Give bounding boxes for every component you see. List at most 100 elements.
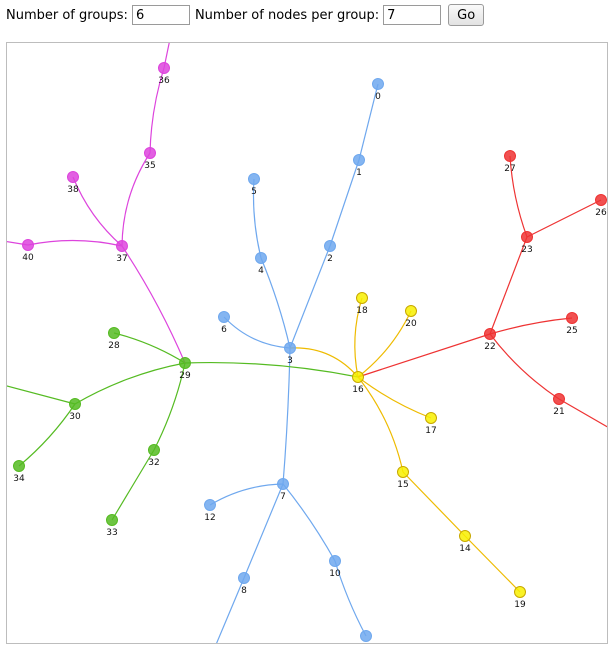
node-circle[interactable] — [352, 371, 364, 383]
node-circle[interactable] — [504, 150, 516, 162]
node-circle[interactable] — [67, 171, 79, 183]
node-circle[interactable] — [248, 173, 260, 185]
node-circle[interactable] — [459, 530, 471, 542]
graph-node-7[interactable]: 7 — [277, 478, 289, 503]
graph-node-8[interactable]: 8 — [238, 572, 250, 597]
node-circle[interactable] — [521, 231, 533, 243]
node-label: 16 — [352, 385, 364, 395]
node-label: 6 — [221, 325, 227, 335]
node-circle[interactable] — [425, 412, 437, 424]
node-circle[interactable] — [360, 630, 372, 642]
node-circle[interactable] — [69, 398, 81, 410]
graph-node-5[interactable]: 5 — [248, 173, 260, 198]
node-circle[interactable] — [484, 328, 496, 340]
node-circle[interactable] — [566, 312, 578, 324]
graph-node-28[interactable]: 28 — [108, 327, 120, 352]
node-circle[interactable] — [329, 555, 341, 567]
graph-node-2[interactable]: 2 — [324, 240, 336, 265]
node-label: 22 — [484, 342, 495, 352]
graph-node-16[interactable]: 16 — [352, 371, 364, 396]
node-circle[interactable] — [284, 342, 296, 354]
graph-node-37[interactable]: 37 — [116, 240, 128, 265]
edge-30-34 — [18, 403, 76, 467]
graph-node-15[interactable]: 15 — [397, 466, 409, 491]
node-circle[interactable] — [144, 147, 156, 159]
graph-node-19[interactable]: 19 — [514, 586, 526, 611]
node-circle[interactable] — [324, 240, 336, 252]
graph-node-30[interactable]: 30 — [69, 398, 81, 423]
edge-15-14 — [402, 471, 466, 537]
edge-7-10 — [282, 483, 336, 562]
graph-node-n11[interactable] — [360, 630, 372, 642]
node-circle[interactable] — [22, 239, 34, 251]
node-circle[interactable] — [405, 305, 417, 317]
node-circle[interactable] — [277, 478, 289, 490]
groups-input[interactable] — [131, 5, 190, 25]
edge-7-8 — [243, 483, 284, 579]
node-label: 29 — [179, 371, 191, 381]
go-button[interactable]: Go — [448, 4, 485, 26]
node-circle[interactable] — [179, 357, 191, 369]
node-circle[interactable] — [148, 444, 160, 456]
graph-node-10[interactable]: 10 — [329, 555, 341, 580]
nodes-per-group-input[interactable] — [383, 5, 442, 25]
node-label: 25 — [566, 326, 577, 336]
graph-node-23[interactable]: 23 — [521, 231, 533, 256]
node-circle[interactable] — [255, 252, 267, 264]
graph-node-14[interactable]: 14 — [459, 530, 471, 555]
node-circle[interactable] — [116, 240, 128, 252]
edge-35-36 — [149, 67, 165, 154]
graph-node-18[interactable]: 18 — [356, 292, 368, 317]
node-label: 26 — [595, 208, 607, 218]
edge-22-25 — [489, 317, 573, 335]
graph-node-27[interactable]: 27 — [504, 150, 516, 175]
node-circle[interactable] — [372, 78, 384, 90]
graph-node-38[interactable]: 38 — [67, 171, 79, 196]
graph-node-1[interactable]: 1 — [353, 154, 365, 179]
graph-node-3[interactable]: 3 — [284, 342, 296, 367]
node-circle[interactable] — [158, 62, 170, 74]
graph-node-22[interactable]: 22 — [484, 328, 496, 353]
node-circle[interactable] — [553, 393, 565, 405]
graph-node-32[interactable]: 32 — [148, 444, 160, 469]
graph-node-26[interactable]: 26 — [595, 194, 607, 219]
graph-node-6[interactable]: 6 — [218, 311, 230, 336]
node-circle[interactable] — [13, 460, 25, 472]
graph-node-4[interactable]: 4 — [255, 252, 267, 277]
graph-node-12[interactable]: 12 — [204, 499, 216, 524]
node-label: 18 — [356, 306, 368, 316]
edge-16-20 — [357, 310, 412, 378]
node-circle[interactable] — [218, 311, 230, 323]
graph-canvas[interactable]: 0 1 2 3 4 5 6 7 8 10 12 14 15 16 17 18 19 20 21 22 23 25 26 27 2… — [6, 42, 608, 644]
graph-node-20[interactable]: 20 — [405, 305, 417, 330]
node-circle[interactable] — [356, 292, 368, 304]
graph-node-0[interactable]: 0 — [372, 78, 384, 103]
graph-node-21[interactable]: 21 — [553, 393, 565, 418]
node-label: 32 — [148, 458, 159, 468]
node-circle[interactable] — [397, 466, 409, 478]
node-circle[interactable] — [514, 586, 526, 598]
graph-node-34[interactable]: 34 — [13, 460, 25, 485]
node-circle[interactable] — [204, 499, 216, 511]
edge-14-19 — [464, 535, 521, 593]
graph-node-25[interactable]: 25 — [566, 312, 578, 337]
node-circle[interactable] — [108, 327, 120, 339]
graph-svg[interactable]: 0123456781012141516171819202122232526272… — [7, 43, 607, 643]
node-circle[interactable] — [106, 514, 118, 526]
node-circle[interactable] — [238, 572, 250, 584]
node-circle[interactable] — [353, 154, 365, 166]
edge-16-18 — [354, 297, 363, 378]
graph-node-29[interactable]: 29 — [179, 357, 191, 382]
edge-16-15 — [357, 376, 404, 473]
graph-node-36[interactable]: 36 — [158, 62, 170, 87]
node-circle[interactable] — [595, 194, 607, 206]
edge-8-offscreen — [216, 577, 245, 643]
edge-29-16 — [184, 361, 359, 378]
graph-node-40[interactable]: 40 — [22, 239, 34, 264]
node-label: 7 — [280, 492, 286, 502]
graph-node-35[interactable]: 35 — [144, 147, 156, 172]
node-label: 37 — [116, 254, 127, 264]
graph-node-33[interactable]: 33 — [106, 514, 118, 539]
graph-node-17[interactable]: 17 — [425, 412, 437, 437]
node-label: 12 — [204, 513, 215, 523]
